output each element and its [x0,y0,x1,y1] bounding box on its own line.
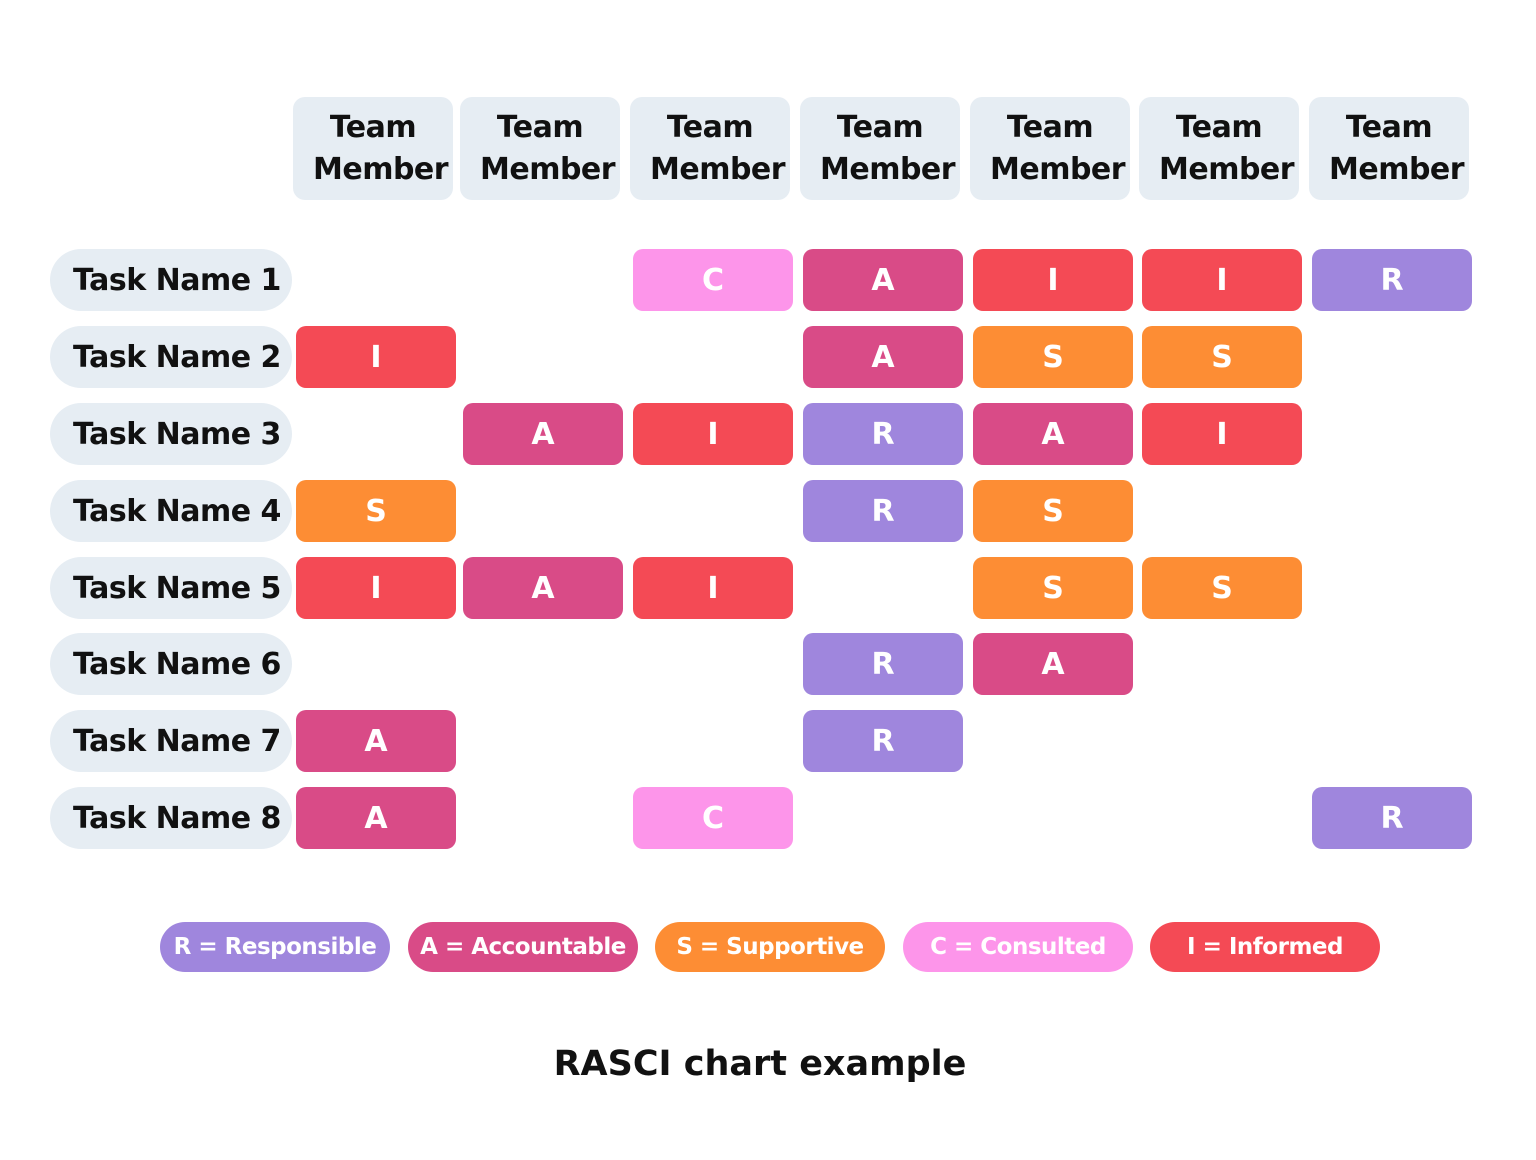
column-header: Team Member [800,97,960,200]
rasci-cell-S: S [1142,557,1302,619]
task-label: Task Name 8 [50,787,292,849]
task-label: Task Name 4 [50,480,292,542]
rasci-cell-A: A [973,633,1133,695]
rasci-cell-R: R [803,710,963,772]
column-header: Team Member [293,97,453,200]
task-label: Task Name 3 [50,403,292,465]
rasci-cell-A: A [803,326,963,388]
rasci-cell-R: R [1312,249,1472,311]
chart-title: RASCI chart example [553,1044,967,1084]
rasci-cell-R: R [1312,787,1472,849]
column-header: Team Member [1139,97,1299,200]
rasci-cell-S: S [1142,326,1302,388]
rasci-cell-S: S [973,557,1133,619]
rasci-cell-S: S [973,326,1133,388]
column-header-label: Team Member [990,109,1126,187]
rasci-cell-R: R [803,633,963,695]
rasci-cell-I: I [973,249,1133,311]
task-label: Task Name 7 [50,710,292,772]
rasci-cell-A: A [296,787,456,849]
rasci-cell-A: A [296,710,456,772]
column-header: Team Member [630,97,790,200]
legend-item-A: A = Accountable [408,922,638,972]
column-header-label: Team Member [820,109,956,187]
rasci-cell-S: S [296,480,456,542]
rasci-cell-A: A [463,557,623,619]
rasci-cell-C: C [633,249,793,311]
legend-item-C: C = Consulted [903,922,1133,972]
rasci-cell-I: I [633,403,793,465]
task-label: Task Name 6 [50,633,292,695]
column-header-label: Team Member [650,109,786,187]
legend-item-S: S = Supportive [655,922,885,972]
rasci-cell-A: A [973,403,1133,465]
rasci-cell-R: R [803,480,963,542]
column-header: Team Member [1309,97,1469,200]
rasci-cell-I: I [296,557,456,619]
legend-item-R: R = Responsible [160,922,390,972]
task-label: Task Name 5 [50,557,292,619]
rasci-cell-C: C [633,787,793,849]
rasci-cell-A: A [803,249,963,311]
legend-item-I: I = Informed [1150,922,1380,972]
rasci-cell-I: I [1142,403,1302,465]
rasci-cell-S: S [973,480,1133,542]
rasci-cell-R: R [803,403,963,465]
task-label: Task Name 1 [50,249,292,311]
task-label: Task Name 2 [50,326,292,388]
column-header-label: Team Member [480,109,616,187]
column-header-label: Team Member [313,109,449,187]
rasci-cell-I: I [633,557,793,619]
rasci-cell-I: I [1142,249,1302,311]
column-header-label: Team Member [1329,109,1465,187]
column-header-label: Team Member [1159,109,1295,187]
rasci-cell-A: A [463,403,623,465]
rasci-cell-I: I [296,326,456,388]
column-header: Team Member [970,97,1130,200]
column-header: Team Member [460,97,620,200]
